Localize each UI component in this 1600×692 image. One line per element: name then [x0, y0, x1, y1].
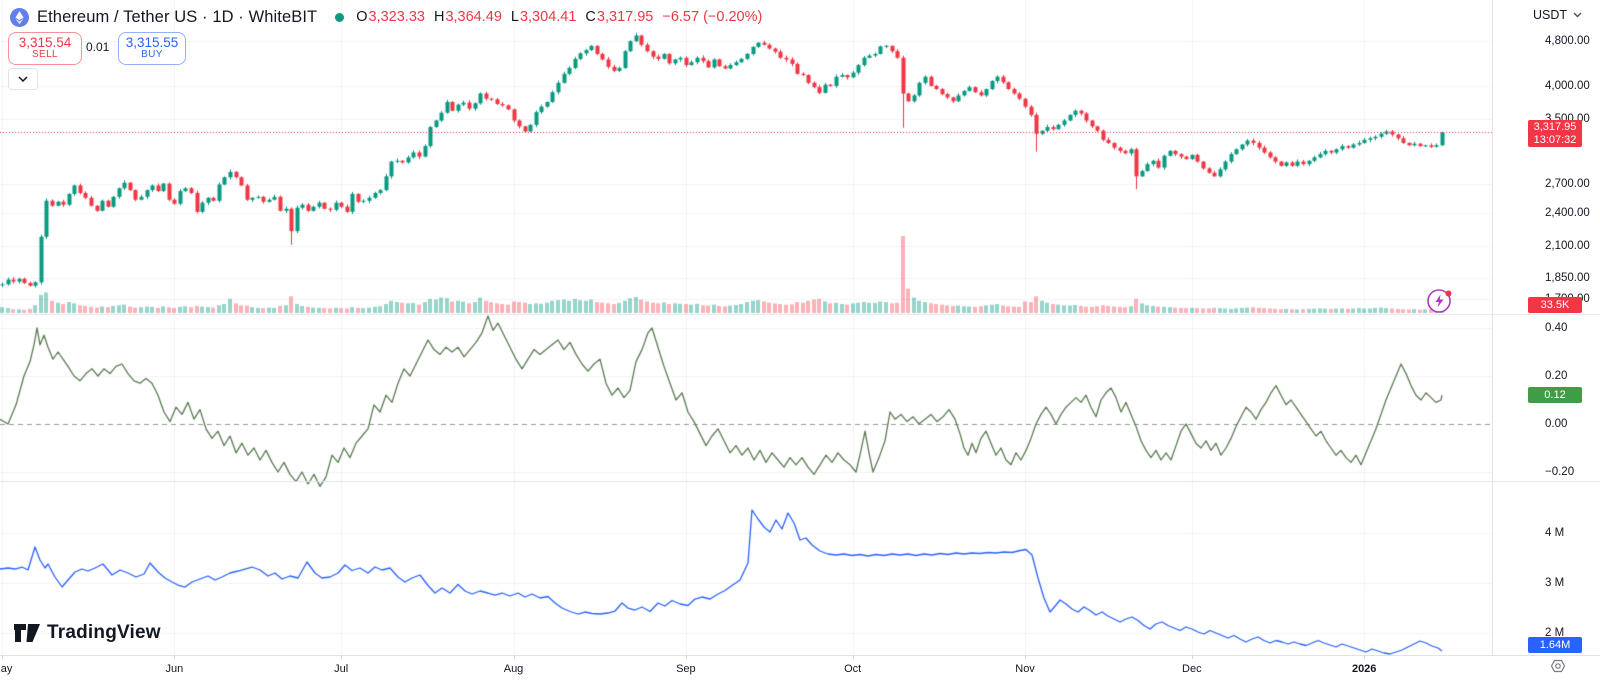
time-axis-label: Oct — [844, 663, 862, 675]
technicals-signal-icon[interactable] — [1426, 287, 1454, 315]
sell-label: SELL — [31, 49, 59, 61]
price-change: −6.57 (−0.20%) — [662, 9, 763, 25]
last-price-value: 3,317.95 — [1533, 121, 1577, 133]
time-axis-tick — [1364, 655, 1366, 659]
time-axis-label: Nov — [1015, 663, 1035, 675]
ohlc-low-key: L — [510, 9, 519, 25]
price-axis-border — [1492, 0, 1493, 655]
volume-badge: 33.5K — [1528, 297, 1582, 313]
currency-selector[interactable]: USDT — [1533, 8, 1582, 22]
last-price-badge: 3,317.95 13:07:32 — [1528, 120, 1582, 147]
time-axis-tick — [513, 655, 515, 659]
oscillator-axis-label: 0.20 — [1545, 370, 1568, 382]
price-axis-label: 4,000.00 — [1545, 79, 1590, 92]
price-axis-label: 2,100.00 — [1545, 240, 1590, 253]
time-axis-label: Dec — [1182, 663, 1202, 675]
tradingview-logo[interactable]: TradingView — [14, 622, 161, 644]
timezone-settings-icon[interactable] — [1550, 658, 1566, 674]
sell-price: 3,315.54 — [18, 35, 72, 51]
price-axis-label: 2,700.00 — [1545, 177, 1590, 190]
price-axis-label: 2,400.00 — [1545, 206, 1590, 219]
time-axis-label: 2026 — [1351, 663, 1377, 675]
price-axis-label: 4,800.00 — [1545, 34, 1590, 47]
time-axis-tick — [174, 655, 176, 659]
ohlc-open-value: 3,323.33 — [368, 9, 425, 25]
currency-label: USDT — [1533, 8, 1568, 22]
time-axis-label: Aug — [503, 663, 524, 675]
spread-value: 0.01 — [86, 40, 110, 54]
oscillator-axis-label: 0.00 — [1545, 418, 1568, 430]
ohlc-close-key: C — [585, 9, 596, 25]
bottom-indicator-badge: 1.64M — [1528, 637, 1582, 653]
time-axis-tick — [852, 655, 854, 659]
time-axis-tick — [2, 655, 3, 659]
ohlc-values: O 3,323.33 H 3,364.49 L 3,304.41 C 3,317.95 … — [356, 9, 762, 25]
time-axis-tick — [1025, 655, 1027, 659]
oscillator-axis-label: −0.20 — [1545, 466, 1575, 478]
symbol-icon — [10, 7, 29, 27]
ohlc-high-value: 3,364.49 — [445, 9, 502, 25]
time-axis-label: Sep — [676, 663, 696, 675]
price-axis-label: 1,850.00 — [1545, 271, 1590, 284]
chevron-down-icon — [18, 76, 28, 82]
time-axis-tick — [1191, 655, 1193, 659]
tradingview-logo-text: TradingView — [47, 622, 161, 643]
buy-price: 3,315.55 — [125, 35, 179, 51]
buy-button[interactable]: 3,315.55 BUY — [118, 32, 186, 65]
time-axis-label: Jun — [165, 663, 184, 675]
chart-legend: Ethereum / Tether US · 1D · WhiteBIT O 3,… — [10, 6, 762, 28]
ohlc-low-value: 3,304.41 — [519, 9, 577, 25]
sell-button[interactable]: 3,315.54 SELL — [8, 32, 82, 65]
time-axis-label: Jul — [334, 663, 349, 675]
time-axis-border — [0, 655, 1600, 656]
ohlc-close-value: 3,317.95 — [596, 9, 654, 25]
ohlc-high-key: H — [433, 9, 445, 25]
bottom-axis-label: 2 M — [1545, 627, 1565, 639]
tradingview-logo-icon — [14, 623, 40, 643]
buy-label: BUY — [141, 49, 163, 61]
bottom-axis-label: 4 M — [1545, 527, 1565, 539]
market-status-dot[interactable] — [335, 12, 345, 22]
oscillator-axis-label: 0.40 — [1545, 322, 1568, 334]
bottom-axis-label: 3 M — [1545, 577, 1565, 589]
ohlc-open-key: O — [356, 9, 368, 25]
chevron-down-icon — [1573, 12, 1582, 18]
symbol-title[interactable]: Ethereum / Tether US · 1D · WhiteBIT — [37, 7, 318, 26]
time-axis-tick — [341, 655, 343, 659]
time-axis-label: May — [0, 663, 13, 675]
oscillator-badge: 0.12 — [1528, 387, 1582, 403]
legend-collapse-button[interactable] — [8, 68, 38, 90]
bar-countdown: 13:07:32 — [1533, 134, 1577, 146]
time-axis-tick — [685, 655, 687, 659]
